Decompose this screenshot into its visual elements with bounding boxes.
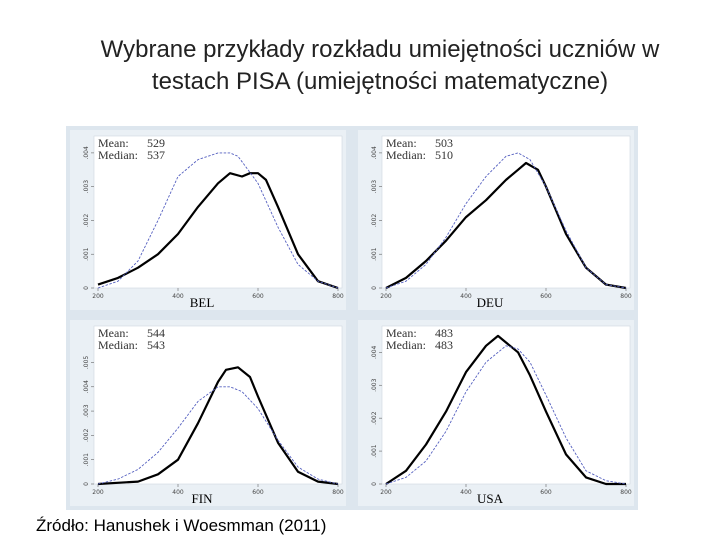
x-tick-label: 800: [332, 489, 344, 496]
x-tick-label: 800: [620, 293, 632, 300]
title-line-2: testach PISA (umiejętności matematyczne): [151, 68, 609, 95]
y-tick-label: 0: [371, 482, 378, 486]
y-tick-label: .003: [371, 180, 378, 194]
x-tick-label: 600: [252, 489, 264, 496]
chart-svg: 200 400 600 800 0 .001 .002 .003 .004 .005 Mean: 54…: [83, 325, 344, 506]
x-tick-label: 400: [172, 293, 184, 300]
y-tick-label: .002: [371, 411, 378, 425]
series-reference-line: [385, 152, 627, 289]
stat-label: Mean:: [386, 136, 417, 150]
series-reference-line: [97, 152, 339, 289]
x-tick-label: 200: [92, 293, 104, 300]
series-country-line: [97, 172, 339, 290]
y-tick-label: .003: [83, 180, 90, 194]
x-tick-label: 800: [332, 293, 344, 300]
stat-label: Mean:: [98, 136, 129, 150]
stat-value: 543: [147, 338, 165, 352]
y-tick-label: .001: [83, 247, 90, 261]
series-country-line: [385, 334, 626, 486]
panel-deu: 200 400 600 800 0 .001 .002 .003 .004 Mean: 503 Med…: [358, 130, 634, 310]
series-reference-line: [97, 386, 339, 485]
y-tick-label: 0: [371, 286, 378, 290]
x-tick-label: 600: [540, 489, 552, 496]
y-tick-label: .004: [83, 380, 90, 394]
plot-area: [381, 325, 631, 485]
chart-svg: 200 400 600 800 0 .001 .002 .003 .004 Mean: 503 Med…: [371, 135, 632, 310]
stat-label: Median:: [98, 148, 138, 162]
series-country-line: [385, 161, 627, 290]
stat-value: 529: [147, 136, 165, 150]
y-tick-label: .002: [83, 429, 90, 443]
stat-label: Median:: [98, 338, 138, 352]
title-line-1: Wybrane przykłady rozkładu umiejętności …: [100, 36, 660, 63]
y-tick-label: .001: [371, 247, 378, 261]
chart-svg: 200 400 600 800 0 .001 .002 .003 .004 Mean: 483 Med…: [371, 325, 632, 506]
plot-area: [93, 325, 343, 485]
x-tick-label: 400: [460, 293, 472, 300]
panel-usa: 200 400 600 800 0 .001 .002 .003 .004 Mean: 483 Med…: [358, 320, 634, 506]
stat-label: Mean:: [98, 326, 129, 340]
y-tick-label: .001: [83, 453, 90, 467]
source-note: Źródło: Hanushek i Woesmman (2011): [36, 516, 327, 535]
x-tick-label: 200: [380, 489, 392, 496]
y-tick-label: 0: [83, 482, 90, 486]
plot-area: [93, 135, 343, 289]
y-tick-label: .003: [371, 378, 378, 392]
stat-label: Median:: [386, 148, 426, 162]
y-tick-label: .002: [371, 214, 378, 228]
x-tick-label: 200: [92, 489, 104, 496]
x-tick-label: 400: [172, 489, 184, 496]
country-label: DEU: [477, 295, 504, 310]
panel-bel: 200 400 600 800 0 .001 .002 .003 .004 Mean: 529 Med…: [70, 130, 346, 310]
y-tick-label: .003: [83, 404, 90, 418]
y-tick-label: 0: [83, 286, 90, 290]
stat-value: 544: [147, 326, 165, 340]
stat-value: 537: [147, 148, 165, 162]
x-tick-label: 600: [540, 293, 552, 300]
x-tick-label: 400: [460, 489, 472, 496]
stat-label: Mean:: [386, 326, 417, 340]
country-label: BEL: [190, 295, 215, 310]
y-tick-label: .001: [371, 444, 378, 458]
stat-label: Median:: [386, 338, 426, 352]
x-tick-label: 200: [380, 293, 392, 300]
x-tick-label: 600: [252, 293, 264, 300]
y-tick-label: .002: [83, 214, 90, 228]
stat-value: 503: [435, 136, 453, 150]
chart-svg: 200 400 600 800 0 .001 .002 .003 .004 Mean: 529 Med…: [83, 135, 344, 310]
slide-title: Wybrane przykłady rozkładu umiejętności …: [60, 34, 700, 98]
stat-value: 510: [435, 148, 453, 162]
series-country-line: [97, 366, 339, 486]
charts-grid: 200 400 600 800 0 .001 .002 .003 .004 Mean: 529 Med…: [66, 126, 638, 510]
y-tick-label: .004: [371, 345, 378, 359]
stat-value: 483: [435, 338, 453, 352]
series-reference-line: [385, 345, 627, 485]
y-tick-label: .004: [83, 146, 90, 160]
stat-value: 483: [435, 326, 453, 340]
country-label: FIN: [192, 491, 214, 506]
panel-fin: 200 400 600 800 0 .001 .002 .003 .004 .005 Mean: 54…: [70, 320, 346, 506]
x-tick-label: 800: [620, 489, 632, 496]
y-tick-label: .005: [83, 356, 90, 370]
country-label: USA: [477, 491, 504, 506]
y-tick-label: .004: [371, 146, 378, 160]
